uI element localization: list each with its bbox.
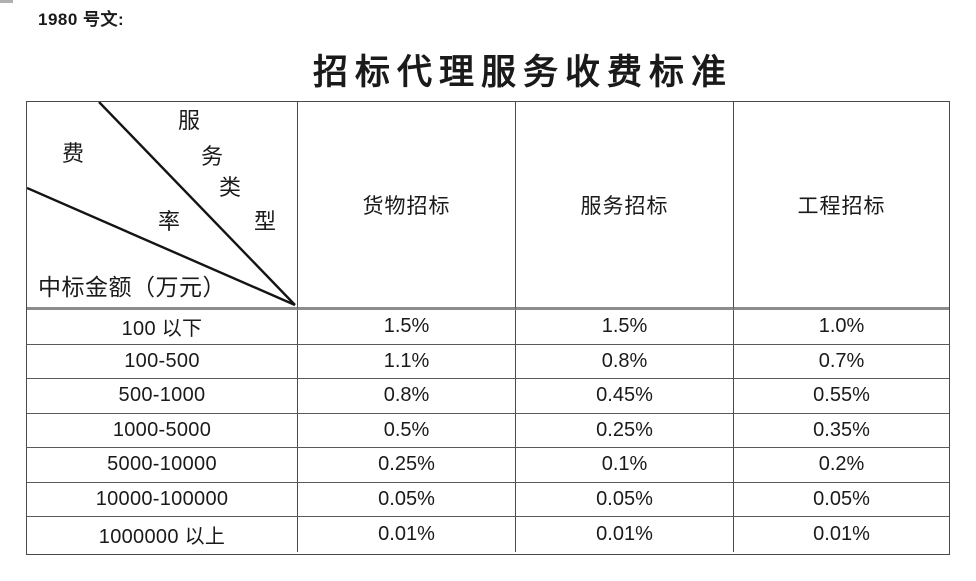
rate-cell: 0.45% (516, 379, 734, 414)
row-range: 1000000 以上 (27, 517, 298, 552)
row-range: 100-500 (27, 344, 298, 380)
rate-cell: 1.5% (516, 310, 734, 345)
rate-cell: 0.1% (516, 448, 734, 483)
corner-service-type-char: 务 (201, 144, 224, 169)
rate-cell: 0.05% (516, 482, 734, 518)
corner-service-type-char: 类 (219, 175, 242, 200)
column-header-service: 服务招标 (516, 102, 734, 310)
rate-cell: 0.55% (734, 379, 949, 414)
row-range: 500-1000 (27, 379, 298, 414)
rate-cell: 0.01% (813, 523, 870, 546)
rate-cell: 0.7% (734, 345, 949, 380)
rate-cell: 1.1% (298, 344, 516, 380)
rate-cell: 0.01% (298, 517, 516, 552)
row-range: 100 以下 (27, 310, 298, 345)
corner-amount-label: 中标金额（万元） (38, 275, 226, 300)
row-range: 1000-5000 (27, 413, 298, 449)
corner-service-type-char: 型 (254, 209, 277, 234)
table-corner-cell: 服 务 类 型 费 率 中标金额（万元） (27, 102, 298, 310)
rate-cell: 1.0% (734, 310, 949, 345)
diagonal-line-lower (27, 186, 296, 307)
doc-ref-label: 1980 号文: (38, 10, 125, 29)
rate-cell: 0.8% (298, 379, 516, 414)
rate-cell: 0.25% (298, 448, 516, 483)
corner-fee-rate-char: 费 (62, 141, 85, 166)
row-range: 10000-100000 (27, 482, 298, 518)
diagonal-line-upper (98, 102, 296, 306)
page-title: 招标代理服务收费标准 (312, 53, 733, 92)
rate-cell: 0.2% (734, 448, 949, 483)
scan-edge-artifact (0, 0, 13, 3)
corner-service-type-char: 服 (178, 108, 201, 133)
fee-table: 服 务 类 型 费 率 中标金额（万元） 货物招标 服务招标 工程招标 100 … (26, 101, 950, 555)
diagonal-split-lines (27, 102, 296, 307)
column-header-engineering: 工程招标 (734, 102, 949, 310)
corner-fee-rate-char: 率 (158, 209, 181, 234)
rate-cell: 0.01% (516, 517, 734, 552)
rate-cell: 0.25% (516, 413, 734, 449)
rate-cell: 0.05% (298, 482, 516, 518)
column-header-goods: 货物招标 (298, 102, 516, 310)
rate-cell: 0.05% (734, 483, 949, 518)
rate-cell: 0.35% (734, 414, 949, 449)
rate-cell: 0.8% (516, 344, 734, 380)
rate-cell: 0.5% (298, 413, 516, 449)
row-range: 5000-10000 (27, 448, 298, 483)
rate-cell: 1.5% (298, 310, 516, 345)
